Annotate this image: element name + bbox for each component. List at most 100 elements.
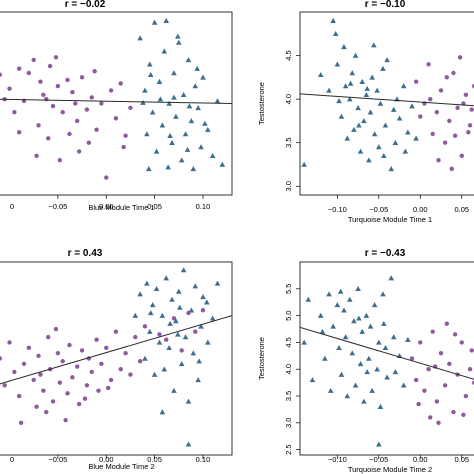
blue-triangle-point [380,320,387,326]
blue-triangle-point [342,83,349,89]
blue-triangle-point [301,339,307,345]
purple-point [430,131,435,137]
purple-point [36,353,41,359]
purple-point [44,96,49,102]
purple-point [179,348,184,353]
blue-triangle-point [146,166,152,172]
purple-point [413,79,419,84]
purple-point [418,340,423,345]
blue-triangle-point [137,291,143,297]
purple-point [469,107,474,112]
blue-triangle-point [400,83,407,89]
blue-triangle-point [363,91,370,98]
blue-triangle-point [326,87,332,93]
blue-triangle-point [180,91,187,98]
blue-triangle-point [132,312,139,318]
blue-triangle-point [173,318,179,324]
purple-point [434,110,440,115]
purple-point [436,420,441,426]
blue-triangle-point [190,350,197,356]
purple-point [75,364,80,369]
purple-point [70,375,75,380]
scatter-panel-2: r = −0.10 −0.10 −0.05 0.00 0.05 Turquoise Mod… [257,0,474,224]
purple-point [467,123,473,128]
blue-triangle-point [409,103,415,109]
blue-triangle-point [156,339,163,345]
purple-point [47,63,53,69]
blue-triangle-point [167,320,173,326]
purple-point [84,383,90,388]
purple-point [164,337,169,342]
purple-point [171,316,177,321]
x-tick-label: 0.00 [99,202,114,211]
blue-triangle-point [175,39,182,45]
blue-triangle-point [214,280,221,286]
blue-triangle-point [205,339,211,345]
purple-point [447,118,452,124]
blue-triangle-point [377,100,384,106]
blue-triangle-point [209,315,216,321]
purple-point [457,55,463,60]
blue-triangle-point [326,291,332,297]
blue-triangle-point [382,122,389,128]
blue-triangle-point [392,139,399,145]
regression-line [300,93,474,107]
plot-marks [0,17,232,180]
x-tick-label: 0.05 [454,455,469,464]
blue-triangle-point [156,78,163,84]
blue-triangle-point [377,403,384,409]
blue-triangle-point [180,267,187,273]
blue-triangle-point [171,94,177,100]
purple-point [104,175,109,180]
blue-triangle-point [349,350,356,356]
purple-point [76,401,82,407]
blue-triangle-point [159,122,166,128]
blue-triangle-point [153,148,160,154]
plot-frame [299,261,474,456]
blue-triangle-point [338,113,345,119]
x-tick-label: −0.10 [328,455,347,464]
purple-point [113,116,119,121]
blue-triangle-point [200,74,206,80]
blue-triangle-point [356,315,362,321]
y-tick-label: 4.5 [284,337,293,347]
purple-point [36,123,41,128]
blue-triangle-point [185,57,192,63]
scatter-panel-3: r = 0.43 0 −0.05 0.00 0.05 0.10 Blue Module Ti… [0,248,233,471]
purple-point [53,55,59,60]
purple-point [461,412,466,417]
y-tick-label: 5.0 [284,310,293,320]
purple-point [76,149,82,154]
blue-triangle-point [169,139,175,145]
purple-point [65,391,70,396]
blue-triangle-point [137,35,143,41]
blue-triangle-point [195,105,201,111]
purple-point [16,66,22,71]
blue-triangle-point [334,302,341,308]
blue-triangle-point [157,96,164,102]
blue-triangle-point [185,441,192,447]
regression-line [0,315,232,385]
purple-point [466,130,471,135]
blue-triangle-point [376,144,382,150]
blue-triangle-point [175,33,181,39]
blue-triangle-point [356,122,362,128]
blue-triangle-point [352,52,359,58]
blue-triangle-point [332,30,339,37]
blue-triangle-point [346,96,353,102]
purple-point [442,140,448,145]
blue-triangle-point [366,355,372,361]
blue-triangle-point [359,328,366,334]
purple-point [60,358,65,364]
y-tick-label: 2.5 [284,444,293,454]
blue-triangle-point [369,74,375,80]
purple-point [413,377,419,383]
x-tick-label: −0.05 [48,202,67,211]
plot-marks [300,275,474,447]
chart-title: r = −0.43 [365,248,406,259]
x-tick-label: 0.00 [413,455,428,464]
plot-frame [0,11,233,196]
blue-triangle-point [351,126,357,132]
blue-triangle-point [165,164,171,170]
